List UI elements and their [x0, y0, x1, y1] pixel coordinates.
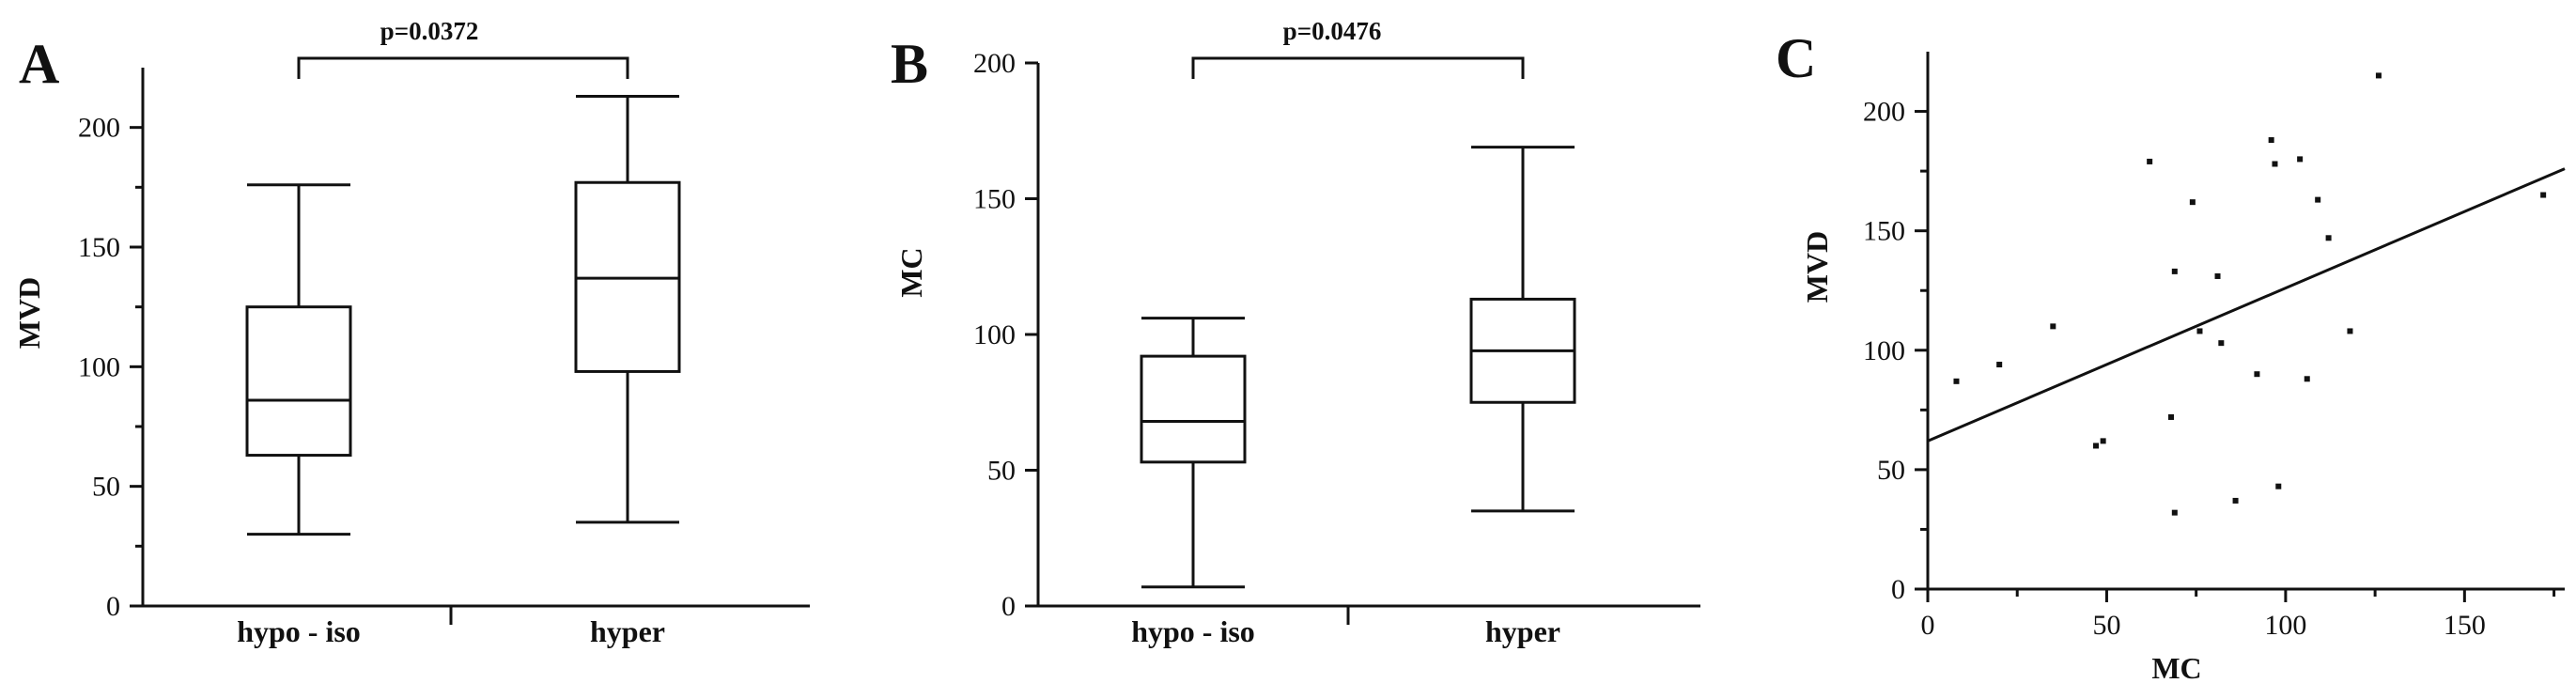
- panel-c-data-point: [2171, 268, 2178, 274]
- panel-c-data-point: [2347, 328, 2353, 334]
- panel-b-y-tick-label: 0: [1001, 591, 1016, 622]
- panel-c-y-tick-label: 100: [1863, 335, 1905, 366]
- panel-c-data-point: [2093, 443, 2100, 449]
- panel-b-category-label-1: hypo - iso: [1131, 614, 1255, 648]
- panel-c-data-point: [2268, 137, 2274, 144]
- panel-c-data-point: [2100, 438, 2106, 444]
- panel-c-x-tick-label: 150: [2444, 610, 2486, 641]
- panel-b-y-tick-label: 150: [973, 184, 1016, 215]
- panel-b-letter: B: [891, 33, 928, 95]
- panel-b-plot-area: 0 50 100 150 200: [973, 48, 1700, 625]
- panel-c-data-point: [2147, 158, 2153, 164]
- panel-a: A MVD hypo - iso hyper p=0.0372 0 50 100 15…: [12, 17, 810, 648]
- panel-a-letter: A: [19, 33, 59, 95]
- iqr-box: [1140, 354, 1247, 464]
- panel-a-category-label-1: hypo - iso: [237, 614, 361, 648]
- panel-a-category-label-2: hyper: [590, 614, 665, 648]
- panel-c-data-point: [1953, 378, 1960, 384]
- panel-a-box-2: [574, 95, 681, 524]
- panel-c-y-tick-label: 200: [1863, 97, 1905, 128]
- panel-b-category-label-2: hyper: [1485, 614, 1560, 648]
- panel-a-p-value: p=0.0372: [380, 17, 479, 45]
- panel-c-data-point: [2168, 413, 2175, 420]
- panel-c-data-point: [2297, 156, 2304, 163]
- panel-c-data-point: [2272, 161, 2278, 167]
- panel-c-x-tick-label: 50: [2092, 610, 2120, 641]
- panel-b-box-2: [1469, 146, 1576, 513]
- panel-b-significance-bracket: [1191, 56, 1525, 79]
- panel-c-data-point: [2304, 376, 2310, 382]
- panel-c-x-axis-title: MC: [2151, 651, 2201, 685]
- panel-a-significance-bracket: [297, 56, 629, 79]
- panel-a-plot-area: 0 50 100 150 200: [78, 56, 810, 625]
- panel-c-data-point: [2171, 509, 2178, 516]
- panel-c-data-point: [2214, 272, 2221, 279]
- panel-b-p-value: p=0.0476: [1283, 17, 1382, 45]
- panel-c: C MVD MC 0 50 100 150 200 0 50 100 150: [1776, 27, 2566, 685]
- panel-c-data-point: [2050, 323, 2056, 330]
- panel-a-y-axis-title: MVD: [12, 277, 46, 349]
- panel-b-box-1: [1140, 317, 1247, 589]
- panel-c-data-point: [2189, 199, 2196, 206]
- panel-b-y-tick-label: 200: [973, 48, 1016, 79]
- panel-c-data-point: [2275, 483, 2282, 489]
- panel-c-data-point: [2254, 371, 2260, 378]
- panel-b: B MC hypo - iso hyper p=0.0476 0 50 100 150…: [891, 17, 1700, 648]
- panel-a-y-tick-label: 150: [78, 232, 120, 263]
- panel-c-y-tick-label: 150: [1863, 216, 1905, 247]
- iqr-box: [245, 305, 352, 458]
- panel-a-y-tick-label: 100: [78, 351, 120, 382]
- panel-b-y-axis-title: MC: [894, 247, 928, 297]
- panel-c-y-tick-label: 0: [1891, 574, 1905, 605]
- panel-b-y-tick-label: 50: [987, 456, 1016, 487]
- panel-c-data-point: [2196, 328, 2203, 334]
- panel-c-data-point: [2375, 72, 2382, 79]
- panel-a-y-tick-label: 0: [106, 591, 120, 622]
- panel-c-y-tick-label: 50: [1877, 455, 1905, 486]
- panel-c-y-axis-title: MVD: [1800, 231, 1834, 303]
- panel-c-data-point: [2540, 192, 2547, 198]
- panel-c-x-tick-label: 100: [2264, 610, 2306, 641]
- panel-c-regression-line: [1927, 167, 2566, 443]
- panel-c-x-tick-label: 0: [1921, 610, 1935, 641]
- panel-c-data-point: [2325, 235, 2332, 241]
- panel-a-y-tick-label: 200: [78, 113, 120, 144]
- panel-c-letter: C: [1776, 27, 1816, 89]
- panel-c-plot-area: 0 50 100 150 200 0 50 100 150: [1863, 52, 2566, 641]
- panel-a-y-tick-label: 50: [92, 472, 120, 503]
- panel-a-box-1: [245, 183, 352, 536]
- panel-c-data-point: [2218, 340, 2225, 347]
- panel-c-data-point: [2315, 196, 2321, 203]
- panel-b-y-tick-label: 100: [973, 319, 1016, 350]
- panel-c-data-point: [2232, 497, 2239, 504]
- panel-c-data-point: [1996, 362, 2003, 368]
